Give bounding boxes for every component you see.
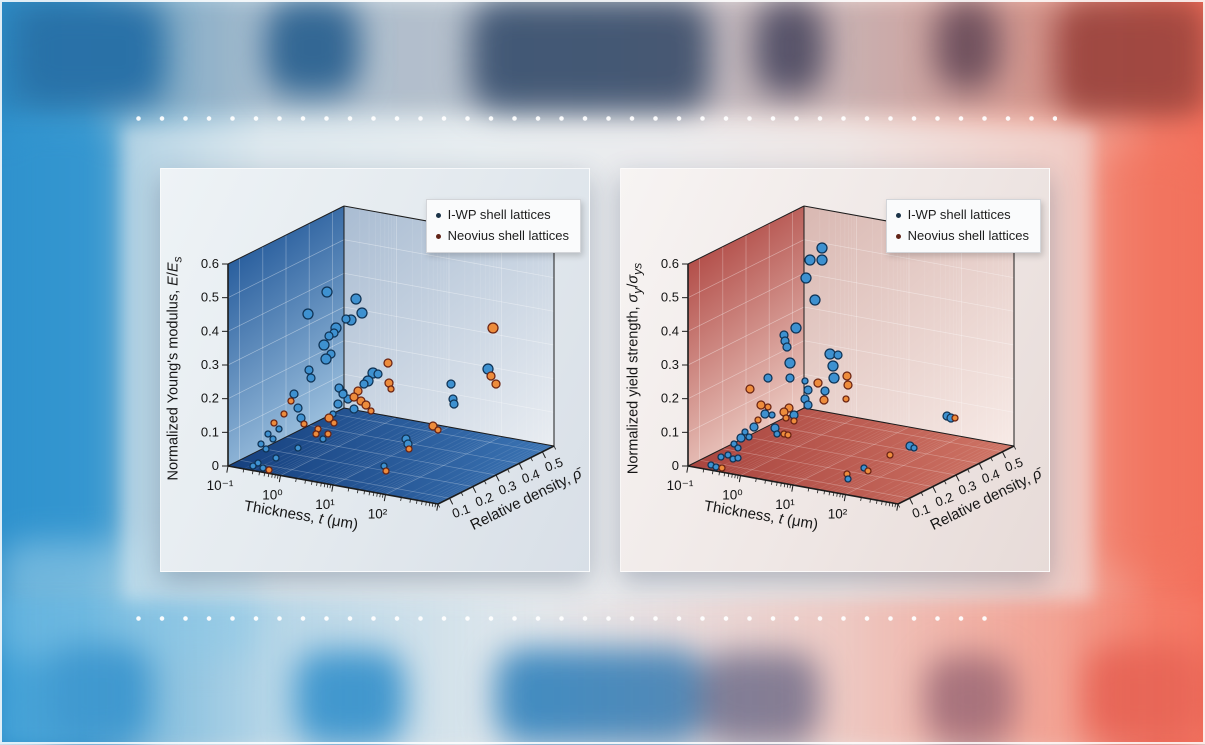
- background-blob: [935, 0, 1000, 90]
- svg-text:10⁻¹: 10⁻¹: [667, 478, 694, 493]
- youngs-modulus-figure-panel: 0 0.1 0.2 0.3 0.4 0.5 0.6 10⁻¹ 10⁰ 10¹ 10² 0.1 0.2 0.…: [160, 168, 590, 572]
- svg-text:10²: 10²: [368, 507, 388, 522]
- background-blob: [925, 655, 1015, 744]
- background-blob: [15, 0, 165, 105]
- svg-text:0: 0: [672, 458, 679, 473]
- svg-text:0.3: 0.3: [496, 478, 518, 498]
- background-blob: [45, 645, 150, 745]
- svg-text:0.6: 0.6: [201, 256, 219, 271]
- legend: I-WP shell lattices Neovius shell lattic…: [425, 199, 581, 253]
- legend-label-neovius: Neovius shell lattices: [907, 227, 1029, 243]
- legend-item-iwp: I-WP shell lattices: [435, 205, 569, 226]
- legend-item-iwp: I-WP shell lattices: [895, 205, 1029, 226]
- legend-label-neovius: Neovius shell lattices: [447, 227, 569, 243]
- legend: I-WP shell lattices Neovius shell lattic…: [885, 199, 1041, 253]
- background-blob: [1085, 645, 1205, 744]
- svg-text:0.3: 0.3: [956, 478, 978, 498]
- legend-label-iwp: I-WP shell lattices: [907, 207, 1011, 222]
- background-blob: [295, 650, 405, 745]
- svg-text:0.2: 0.2: [933, 489, 955, 509]
- svg-text:0.5: 0.5: [1003, 454, 1025, 474]
- svg-text:10¹: 10¹: [315, 497, 335, 512]
- legend-item-neovius: Neovius shell lattices: [435, 226, 569, 247]
- svg-text:0.5: 0.5: [201, 290, 219, 305]
- svg-text:10⁻¹: 10⁻¹: [207, 478, 234, 493]
- background-blob: [470, 0, 710, 110]
- svg-text:0.4: 0.4: [661, 323, 679, 338]
- background-bottom-shade: [0, 598, 1205, 744]
- svg-text:10¹: 10¹: [775, 497, 795, 512]
- background-blob: [265, 0, 360, 95]
- neovius-legend-marker: [895, 233, 901, 239]
- background-blob: [0, 120, 115, 570]
- svg-text:0.3: 0.3: [201, 357, 219, 372]
- background-top-shade: [0, 0, 1205, 112]
- svg-text:0.5: 0.5: [661, 290, 679, 305]
- svg-text:0.2: 0.2: [201, 391, 219, 406]
- background-blob: [1100, 150, 1205, 570]
- svg-text:10²: 10²: [828, 507, 848, 522]
- iwp-legend-marker: [435, 212, 441, 218]
- svg-text:10⁰: 10⁰: [262, 488, 283, 503]
- dotted-divider-bottom: [136, 616, 994, 621]
- svg-text:0.4: 0.4: [201, 323, 219, 338]
- legend-item-neovius: Neovius shell lattices: [895, 226, 1029, 247]
- svg-text:0.4: 0.4: [980, 466, 1002, 486]
- svg-text:0.5: 0.5: [543, 454, 565, 474]
- svg-text:0.1: 0.1: [661, 424, 679, 439]
- background-blob: [700, 652, 820, 744]
- iwp-legend-marker: [895, 212, 901, 218]
- svg-text:0.1: 0.1: [450, 501, 472, 521]
- svg-text:0.2: 0.2: [661, 391, 679, 406]
- svg-text:0.1: 0.1: [201, 424, 219, 439]
- dotted-divider-top: [136, 116, 1057, 121]
- svg-text:0.4: 0.4: [520, 466, 542, 486]
- background-blob: [1055, 0, 1205, 115]
- background-blob: [495, 648, 705, 744]
- svg-text:0.3: 0.3: [661, 357, 679, 372]
- svg-text:0: 0: [212, 458, 219, 473]
- svg-text:10⁰: 10⁰: [722, 488, 743, 503]
- legend-label-iwp: I-WP shell lattices: [447, 207, 551, 222]
- neovius-legend-marker: [435, 233, 441, 239]
- svg-text:0.2: 0.2: [473, 489, 495, 509]
- svg-text:0.6: 0.6: [661, 256, 679, 271]
- yield-strength-figure-panel: 0 0.1 0.2 0.3 0.4 0.5 0.6 10⁻¹ 10⁰ 10¹ 10² 0.1 0.2 0.…: [620, 168, 1050, 572]
- background-blob: [755, 0, 825, 95]
- svg-text:0.1: 0.1: [910, 501, 932, 521]
